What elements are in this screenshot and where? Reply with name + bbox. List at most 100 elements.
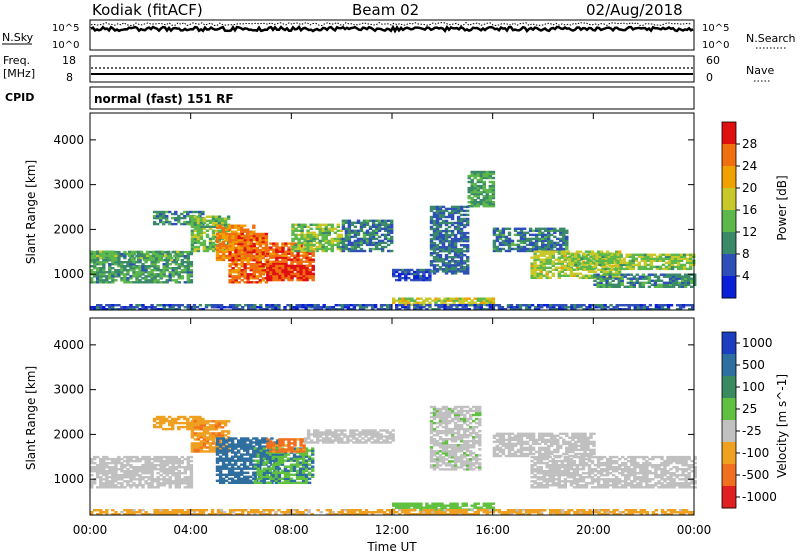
echo-cell (252, 437, 255, 439)
echo-cell (270, 437, 273, 439)
echo-cell (147, 482, 150, 484)
echo-cell (241, 241, 244, 243)
echo-cell (165, 211, 168, 213)
echo-cell (223, 306, 226, 308)
echo-cell (184, 476, 187, 478)
echo-cell (468, 304, 471, 306)
echo-cell (275, 273, 278, 275)
echo-cell (102, 259, 105, 261)
echo-cell (678, 274, 681, 276)
echo-cell (639, 282, 642, 284)
echo-cell (375, 224, 378, 226)
echo-cell (120, 474, 123, 476)
echo-cell (105, 470, 108, 472)
echo-cell (677, 264, 680, 266)
echo-cell (187, 476, 190, 478)
echo-cell (186, 420, 189, 422)
echo-cell (126, 277, 129, 279)
echo-cell (255, 437, 258, 439)
echo-cell (445, 220, 448, 222)
echo-cell (108, 458, 111, 460)
echo-cell (365, 304, 368, 306)
echo-cell (313, 232, 316, 234)
echo-cell (294, 246, 297, 248)
echo-cell (147, 456, 150, 458)
noise-trace (91, 23, 693, 31)
echo-cell (265, 233, 268, 235)
echo-cell (502, 248, 505, 250)
echo-cell (111, 271, 114, 273)
echo-cell (231, 443, 234, 445)
echo-cell (117, 273, 120, 275)
echo-cell (544, 228, 547, 230)
echo-cell (168, 416, 171, 418)
echo-cell (114, 273, 117, 275)
echo-cell (302, 275, 305, 277)
echo-cell (162, 211, 165, 213)
echo-cell (181, 304, 184, 306)
echo-cell (642, 274, 645, 276)
echo-cell (114, 304, 117, 306)
echo-cell (677, 254, 680, 256)
echo-cell (206, 446, 209, 448)
echo-cell (310, 234, 313, 236)
echo-cell (160, 464, 163, 466)
echo-cell (153, 418, 156, 420)
echo-cell (540, 265, 543, 267)
echo-cell (212, 234, 215, 236)
echo-cell (278, 265, 281, 267)
echo-cell (105, 478, 108, 480)
noise-left-top-tick: 10^5 (52, 23, 79, 34)
echo-cell (117, 486, 120, 488)
echo-cell (550, 246, 553, 248)
echo-cell (463, 250, 466, 252)
echo-cell (522, 304, 525, 306)
echo-cell (99, 458, 102, 460)
echo-cell (428, 275, 431, 277)
echo-cell (540, 304, 543, 306)
echo-cell (205, 304, 208, 306)
echo-cell (132, 460, 135, 462)
echo-cell (604, 254, 607, 256)
echo-cell (138, 273, 141, 275)
echo-cell (150, 478, 153, 480)
echo-cell (161, 259, 164, 261)
echo-cell (170, 257, 173, 259)
echo-cell (617, 266, 620, 268)
echo-cell (303, 224, 306, 226)
echo-cell (290, 265, 293, 267)
colorbar-tick-label: 24 (742, 159, 757, 173)
echo-cell (448, 244, 451, 246)
echo-cell (433, 264, 436, 266)
echo-cell (653, 266, 656, 268)
echo-cell (159, 211, 162, 213)
echo-cell (537, 304, 540, 306)
echo-cell (235, 275, 238, 277)
echo-cell (184, 466, 187, 468)
echo-cell (468, 181, 471, 183)
echo-cell (153, 211, 156, 213)
echo-cell (293, 255, 296, 257)
echo-cell (454, 226, 457, 228)
echo-cell (237, 225, 240, 227)
echo-cell (156, 223, 159, 225)
echo-cell (617, 254, 620, 256)
echo-cell (135, 484, 138, 486)
echo-cell (237, 439, 240, 441)
echo-cell (197, 442, 200, 444)
echo-cell (234, 468, 237, 470)
echo-cell (686, 268, 689, 270)
echo-cell (618, 251, 621, 253)
echo-cell (541, 232, 544, 234)
echo-cell (247, 304, 250, 306)
echo-cell (206, 450, 209, 452)
noise-left-bottom-tick: 10^0 (52, 40, 79, 51)
echo-cell (316, 242, 319, 244)
echo-cell (657, 276, 660, 278)
echo-cell (312, 275, 315, 277)
echo-cell (141, 304, 144, 306)
echo-cell (150, 464, 153, 466)
echo-cell (374, 304, 377, 306)
echo-cell (683, 264, 686, 266)
echo-cell (120, 306, 123, 308)
